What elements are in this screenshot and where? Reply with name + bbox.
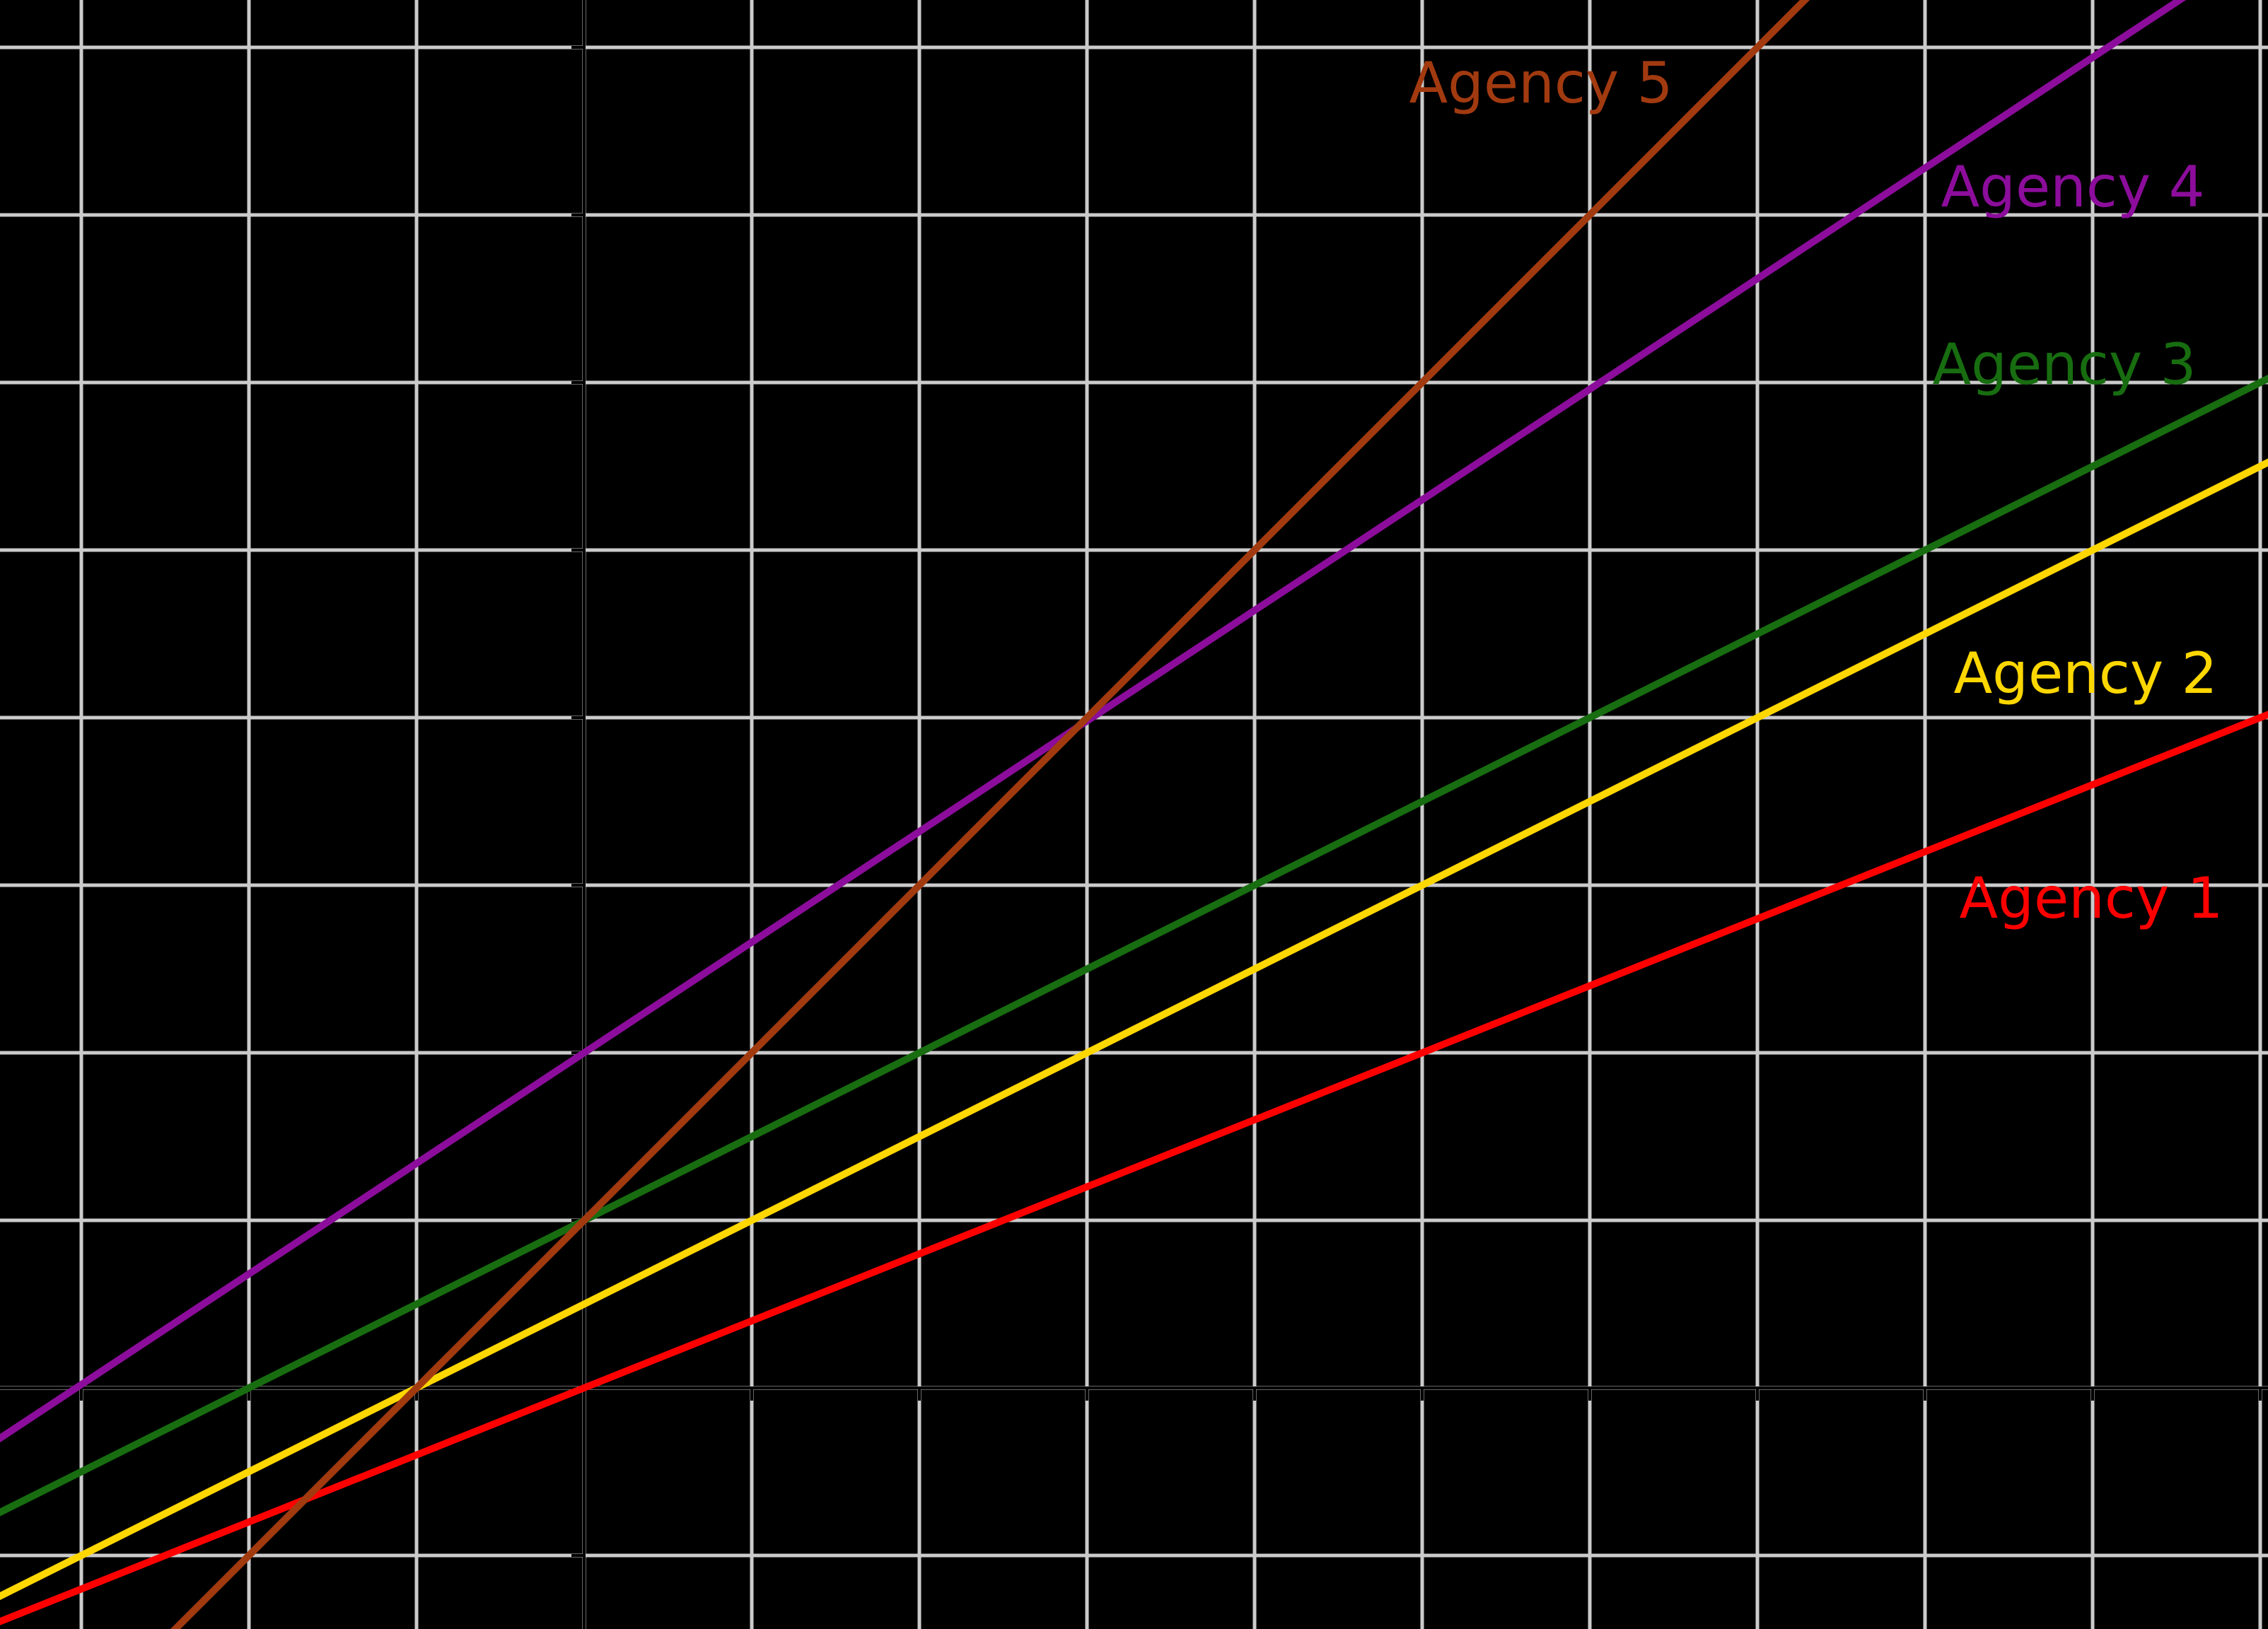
series-label-agency-2: Agency 2: [1953, 641, 2217, 706]
label-layer: Agency 1 Agency 2 Agency 3 Agency 4 Agen…: [1409, 50, 2223, 931]
series-line-agency-2: [0, 458, 2268, 1601]
series-label-agency-1: Agency 1: [1959, 865, 2223, 931]
series-line-agency-4: [0, 0, 2187, 1443]
series-label-agency-3: Agency 3: [1932, 332, 2196, 397]
series-label-agency-4: Agency 4: [1941, 154, 2204, 220]
series-label-agency-5: Agency 5: [1409, 50, 1673, 116]
series-line-agency-3: [0, 374, 2268, 1517]
series-line-agency-1: [0, 711, 2268, 1625]
